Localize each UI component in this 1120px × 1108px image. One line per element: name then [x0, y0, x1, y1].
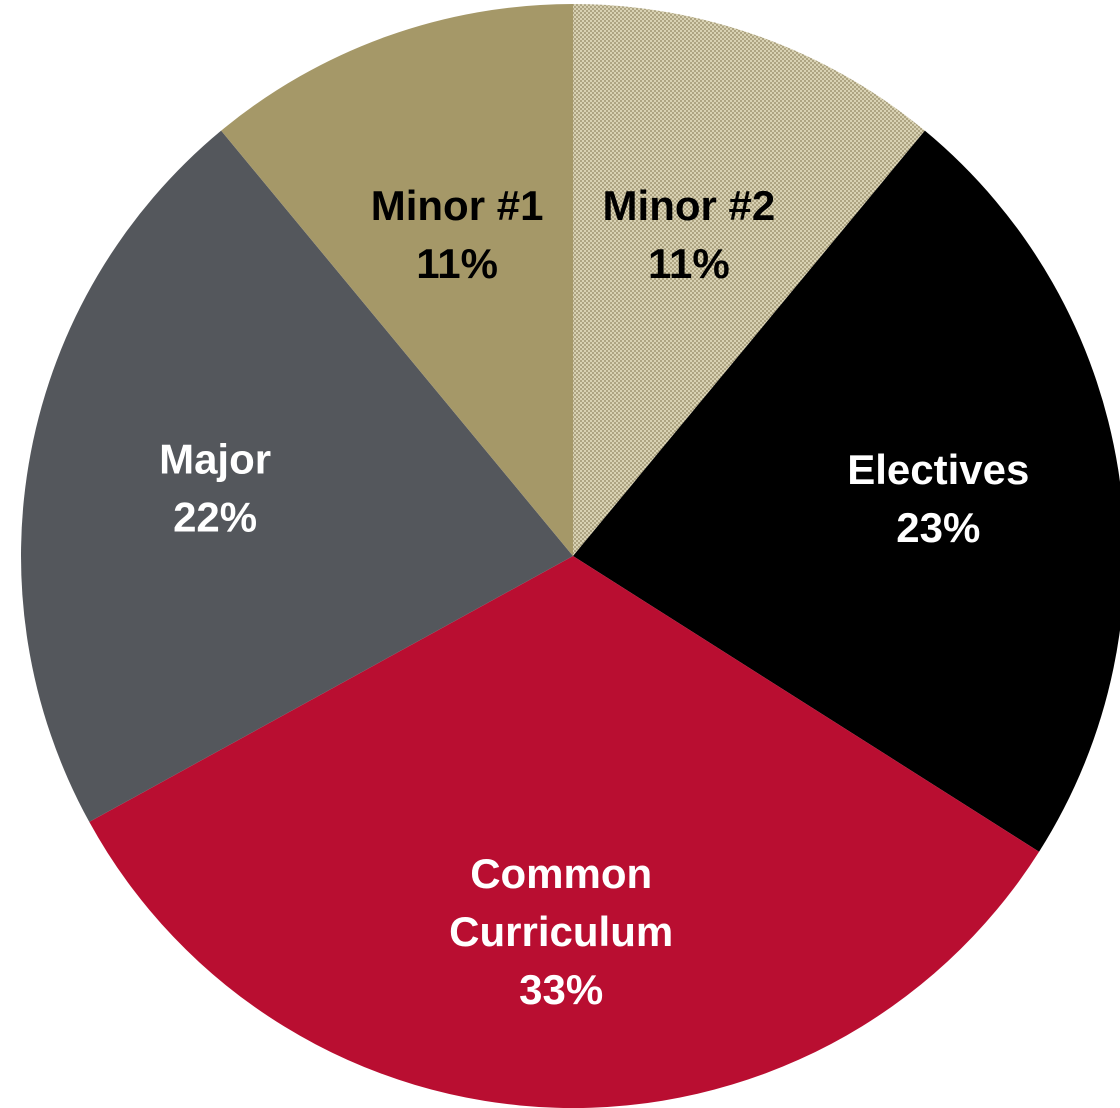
pie-label-common-curriculum: Common Curriculum 33% [449, 850, 673, 1013]
pie-label-minor-2: Minor #2 11% [603, 182, 776, 287]
pie-label-name: Minor #2 [603, 182, 776, 229]
pie-slice-minor-2 [573, 4, 925, 556]
pie-label-minor-1: Minor #1 11% [371, 182, 544, 287]
pie-slice-common-curriculum [89, 556, 1040, 1108]
pie-slice-electives [573, 130, 1120, 852]
pie-label-electives: Electives 23% [847, 446, 1029, 551]
pie-label-value: 23% [896, 504, 980, 551]
pie-label-name: Common [470, 850, 652, 897]
pie-label-name: Major [159, 436, 271, 483]
pie-label-value: 11% [648, 240, 730, 287]
pie-label-name: Curriculum [449, 908, 673, 955]
pie-label-major: Major 22% [159, 436, 271, 541]
pie-label-name: Electives [847, 446, 1029, 493]
pie-slice-major [21, 130, 574, 822]
pie-label-value: 33% [519, 966, 603, 1013]
pie-label-value: 11% [416, 240, 498, 287]
pie-labels: Minor #2 11% Electives 23% Common Curriculum 3… [159, 182, 1029, 1013]
pie-label-value: 22% [173, 494, 257, 541]
pie-label-name: Minor #1 [371, 182, 544, 229]
pie-slices [21, 4, 1120, 1108]
pie-slice-minor-1 [221, 4, 573, 556]
